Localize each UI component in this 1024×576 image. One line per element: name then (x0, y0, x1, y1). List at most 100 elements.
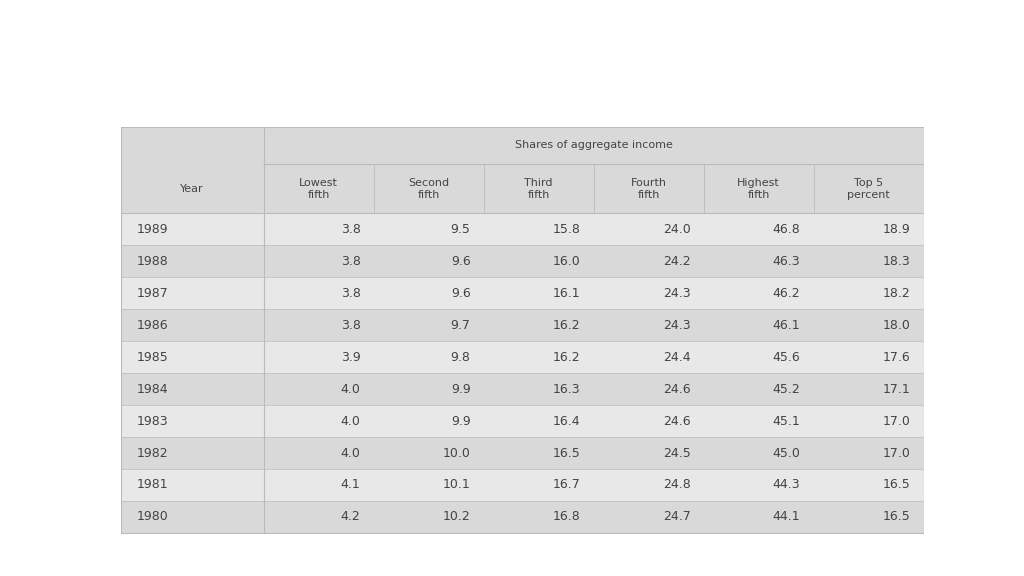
Text: 46.1: 46.1 (773, 319, 801, 332)
Text: 46.3: 46.3 (773, 255, 801, 268)
Text: Fourth
fifth: Fourth fifth (631, 178, 667, 199)
Text: Lowest
fifth: Lowest fifth (299, 178, 338, 199)
Bar (264, 405, 924, 437)
Text: 24.7: 24.7 (663, 510, 690, 524)
Text: 1988: 1988 (137, 255, 169, 268)
Text: Year: Year (180, 184, 204, 194)
Bar (121, 373, 264, 405)
Text: 16.7: 16.7 (553, 479, 581, 491)
Text: Percentage of Income Received by Quintile: Percentage of Income Received by Quintil… (124, 88, 900, 122)
Text: 17.0: 17.0 (883, 446, 910, 460)
Text: 44.1: 44.1 (773, 510, 801, 524)
Text: 18.3: 18.3 (883, 255, 910, 268)
Bar (121, 245, 264, 277)
Bar (264, 127, 924, 164)
Text: 3.8: 3.8 (341, 319, 360, 332)
Text: Highest
fifth: Highest fifth (737, 178, 780, 199)
Text: 4.0: 4.0 (341, 382, 360, 396)
Text: 46.8: 46.8 (773, 223, 801, 236)
Text: 16.2: 16.2 (553, 351, 581, 363)
Text: Third
fifth: Third fifth (524, 178, 553, 199)
Text: 45.0: 45.0 (772, 446, 801, 460)
Text: 4.0: 4.0 (341, 446, 360, 460)
Bar (121, 213, 264, 245)
Text: 3.8: 3.8 (341, 255, 360, 268)
Bar (264, 501, 924, 533)
Text: 16.2: 16.2 (553, 319, 581, 332)
Text: 1983: 1983 (137, 415, 169, 427)
Text: 1986: 1986 (137, 319, 169, 332)
Text: 24.2: 24.2 (663, 255, 690, 268)
Text: 9.9: 9.9 (451, 415, 470, 427)
Text: 18.9: 18.9 (883, 223, 910, 236)
Text: 17.0: 17.0 (883, 415, 910, 427)
Text: 15.8: 15.8 (553, 223, 581, 236)
Text: 16.5: 16.5 (883, 479, 910, 491)
Text: 17.6: 17.6 (883, 351, 910, 363)
Text: 1987: 1987 (137, 287, 169, 300)
Text: 17.1: 17.1 (883, 382, 910, 396)
Text: 24.3: 24.3 (663, 319, 690, 332)
Bar (264, 469, 924, 501)
Text: 16.5: 16.5 (553, 446, 581, 460)
Text: 24.4: 24.4 (663, 351, 690, 363)
Bar (121, 437, 264, 469)
Text: 45.1: 45.1 (773, 415, 801, 427)
Text: 16.1: 16.1 (553, 287, 581, 300)
Bar (264, 341, 924, 373)
Bar (121, 277, 264, 309)
Text: 45.2: 45.2 (773, 382, 801, 396)
Bar (121, 469, 264, 501)
Text: 18.2: 18.2 (883, 287, 910, 300)
Text: 24.6: 24.6 (663, 415, 690, 427)
Text: 18.0: 18.0 (883, 319, 910, 332)
Bar (121, 309, 264, 341)
Bar (264, 437, 924, 469)
Text: Second
fifth: Second fifth (409, 178, 450, 199)
Bar (264, 245, 924, 277)
Text: 9.6: 9.6 (451, 255, 470, 268)
Text: 3.8: 3.8 (341, 223, 360, 236)
Text: 16.5: 16.5 (883, 510, 910, 524)
Text: 24.3: 24.3 (663, 287, 690, 300)
Text: 9.5: 9.5 (451, 223, 470, 236)
Text: 16.8: 16.8 (553, 510, 581, 524)
Bar (121, 341, 264, 373)
Text: 45.6: 45.6 (773, 351, 801, 363)
Bar (121, 405, 264, 437)
Text: 9.7: 9.7 (451, 319, 470, 332)
Text: 4.0: 4.0 (341, 415, 360, 427)
Text: 1984: 1984 (137, 382, 169, 396)
Text: 10.2: 10.2 (442, 510, 470, 524)
Text: 3.9: 3.9 (341, 351, 360, 363)
Bar (264, 277, 924, 309)
Text: 3.8: 3.8 (341, 287, 360, 300)
Text: 10.0: 10.0 (442, 446, 470, 460)
Text: 24.6: 24.6 (663, 382, 690, 396)
Text: 9.8: 9.8 (451, 351, 470, 363)
Text: 1982: 1982 (137, 446, 169, 460)
Text: 1989: 1989 (137, 223, 169, 236)
Text: Top 5
percent: Top 5 percent (847, 178, 890, 199)
Text: 1981: 1981 (137, 479, 169, 491)
Text: 16.3: 16.3 (553, 382, 581, 396)
Text: 24.0: 24.0 (663, 223, 690, 236)
Text: 44.3: 44.3 (773, 479, 801, 491)
Bar (264, 213, 924, 245)
Text: 9.6: 9.6 (451, 287, 470, 300)
Text: 24.8: 24.8 (663, 479, 690, 491)
Bar (264, 373, 924, 405)
Bar (121, 501, 264, 533)
Bar (121, 127, 264, 164)
Text: 16.0: 16.0 (553, 255, 581, 268)
Text: 1980: 1980 (137, 510, 169, 524)
Text: 16.4: 16.4 (553, 415, 581, 427)
Text: 46.2: 46.2 (773, 287, 801, 300)
Bar (264, 309, 924, 341)
Text: 1985: 1985 (137, 351, 169, 363)
Text: 4.2: 4.2 (341, 510, 360, 524)
Text: 24.5: 24.5 (663, 446, 690, 460)
Text: 4.1: 4.1 (341, 479, 360, 491)
Text: Shares of aggregate income: Shares of aggregate income (515, 140, 673, 150)
Bar (121, 164, 924, 213)
